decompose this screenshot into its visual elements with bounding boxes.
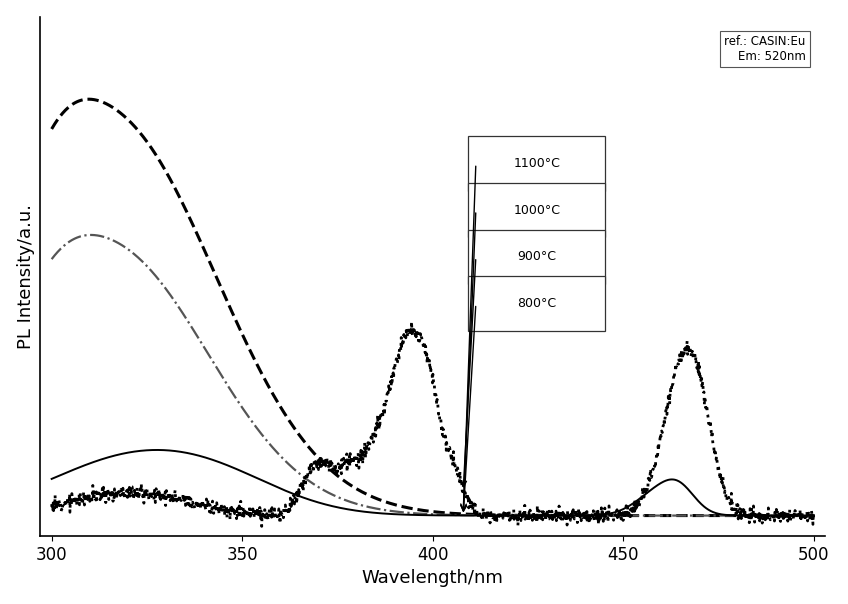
Text: 1100°C: 1100°C [513, 157, 561, 170]
Text: 800°C: 800°C [517, 297, 556, 310]
FancyBboxPatch shape [468, 230, 605, 284]
Y-axis label: PL Intensity/a.u.: PL Intensity/a.u. [17, 204, 35, 349]
FancyBboxPatch shape [468, 136, 605, 191]
Text: 1000°C: 1000°C [513, 204, 561, 217]
Text: ref.: CASIN:Eu
Em: 520nm: ref.: CASIN:Eu Em: 520nm [724, 35, 806, 63]
FancyBboxPatch shape [468, 277, 605, 331]
X-axis label: Wavelength/nm: Wavelength/nm [362, 570, 504, 587]
FancyBboxPatch shape [468, 183, 605, 237]
Text: 900°C: 900°C [517, 251, 556, 263]
